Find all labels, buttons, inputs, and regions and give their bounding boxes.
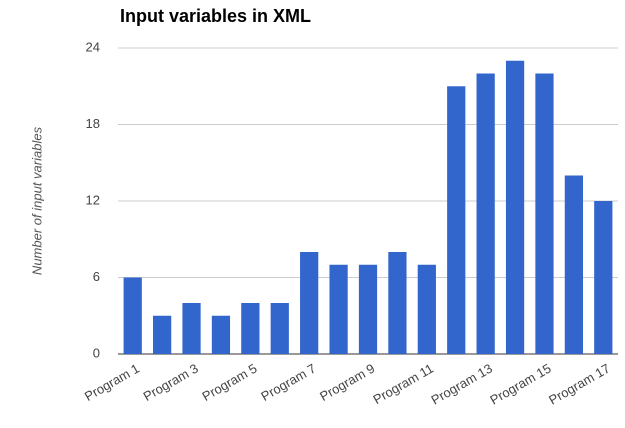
bar bbox=[476, 73, 495, 354]
chart-title: Input variables in XML bbox=[120, 6, 311, 26]
bar bbox=[153, 315, 172, 354]
y-tick-label: 0 bbox=[93, 345, 100, 360]
bar bbox=[505, 60, 525, 354]
bar bbox=[564, 175, 583, 354]
y-tick-label: 12 bbox=[86, 192, 100, 207]
x-tick-label: Program 3 bbox=[141, 361, 201, 404]
bar bbox=[211, 315, 231, 354]
bar bbox=[388, 252, 407, 354]
x-tick-label: Program 17 bbox=[546, 361, 612, 408]
bar bbox=[594, 201, 613, 354]
bar bbox=[182, 303, 201, 354]
x-tick-label: Program 15 bbox=[487, 361, 553, 408]
y-axis-label: Number of input variables bbox=[29, 126, 44, 275]
x-tick-label: Program 7 bbox=[258, 361, 318, 404]
y-tick-label: 6 bbox=[93, 269, 100, 284]
bar bbox=[358, 264, 378, 354]
y-tick-label: 18 bbox=[86, 116, 100, 131]
x-tick-label: Program 13 bbox=[429, 361, 495, 408]
y-tick-label: 24 bbox=[86, 39, 100, 54]
x-tick-label: Program 11 bbox=[371, 361, 436, 407]
bar bbox=[300, 252, 319, 354]
bar bbox=[535, 73, 554, 354]
bar bbox=[241, 303, 260, 354]
bar bbox=[270, 303, 289, 354]
bar bbox=[329, 264, 348, 354]
bar bbox=[123, 277, 142, 354]
x-tick-label: Program 5 bbox=[200, 361, 260, 404]
x-tick-label: Program 1 bbox=[82, 361, 142, 404]
bar bbox=[447, 86, 466, 354]
x-tick-label: Program 9 bbox=[317, 361, 377, 404]
bar bbox=[417, 264, 436, 354]
